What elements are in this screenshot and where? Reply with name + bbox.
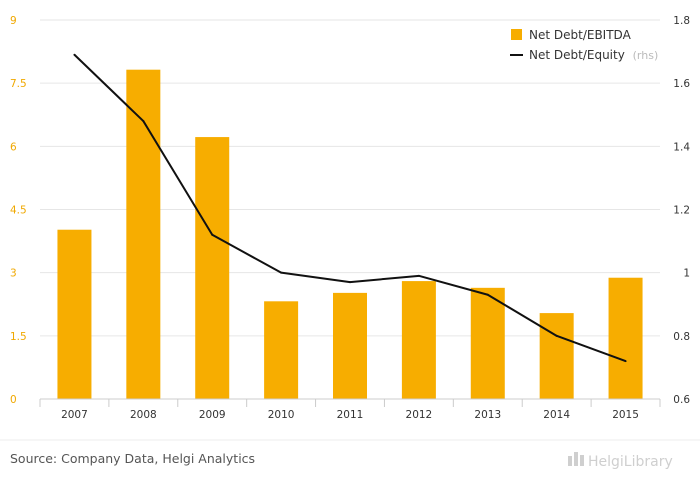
bar-2008 (126, 69, 161, 400)
right-axis-tick-label: 1.6 (673, 78, 690, 90)
bar-2010 (264, 301, 299, 399)
right-axis-tick-label: 1 (683, 268, 690, 280)
line-point-2011 (349, 281, 351, 284)
legend-label-net-debt-ebitda: Net Debt/EBITDA (529, 28, 632, 42)
left-axis-tick-label: 3 (10, 268, 17, 280)
line-point-2012 (417, 274, 420, 277)
right-axis-tick-label: 0.6 (673, 394, 690, 406)
x-axis-tick-label: 2015 (612, 409, 639, 421)
bar-2007 (57, 229, 92, 399)
line-point-2007 (73, 53, 76, 56)
axes: 0 1.5 3 4.5 6 7.5 9 0.6 0.8 1 1.2 1.4 1.6 1.8 2007 2008… (10, 15, 690, 421)
line-series (73, 53, 627, 363)
line-point-2009 (211, 233, 214, 236)
left-axis-tick-label: 4.5 (10, 205, 27, 217)
right-axis-tick-label: 0.8 (673, 331, 690, 343)
left-axis-tick-label: 9 (10, 15, 17, 27)
bar-2013 (470, 287, 505, 399)
legend-label-net-debt-equity: Net Debt/Equity (529, 48, 625, 62)
left-axis-tick-label: 7.5 (10, 78, 27, 90)
right-axis-tick-label: 1.2 (673, 205, 690, 217)
x-axis-tick-label: 2012 (406, 409, 433, 421)
left-axis-tick-label: 0 (10, 394, 17, 406)
x-axis-tick-label: 2010 (268, 409, 295, 421)
right-axis-tick-label: 1.4 (673, 141, 690, 153)
x-axis-tick-label: 2009 (199, 409, 226, 421)
svg-text:Net Debt/Equity (rhs): Net Debt/Equity (rhs) (529, 48, 658, 62)
x-axis-tick-label: 2013 (474, 409, 501, 421)
bar-2009 (195, 137, 230, 399)
bar-2011 (333, 292, 367, 399)
legend-swatch-net-debt-ebitda (511, 29, 522, 40)
source-note: Source: Company Data, Helgi Analytics (10, 451, 255, 466)
left-axis-tick-label: 6 (10, 141, 17, 153)
line-point-2013 (486, 293, 489, 296)
x-axis-tick-label: 2014 (543, 409, 570, 421)
line-point-2014 (555, 334, 558, 337)
left-axis-tick-label: 1.5 (10, 331, 27, 343)
x-axis-tick-label: 2007 (61, 409, 88, 421)
right-axis-tick-label: 1.8 (673, 15, 690, 27)
legend-label-rhs: (rhs) (633, 49, 659, 62)
helgi-library-logo: HelgiLibrary (568, 452, 673, 470)
x-axis-tick-label: 2011 (337, 409, 364, 421)
logo-text: HelgiLibrary (588, 454, 673, 470)
bar-2012 (401, 281, 436, 399)
bar-2014 (539, 313, 574, 399)
line-point-2008 (142, 120, 145, 123)
line-point-2015 (624, 360, 627, 363)
legend: Net Debt/EBITDA Net Debt/Equity (rhs) (510, 28, 658, 62)
x-axis-tick-label: 2008 (130, 409, 157, 421)
line-point-2010 (280, 271, 283, 274)
bar-series (57, 69, 643, 400)
bar-2015 (608, 277, 643, 399)
